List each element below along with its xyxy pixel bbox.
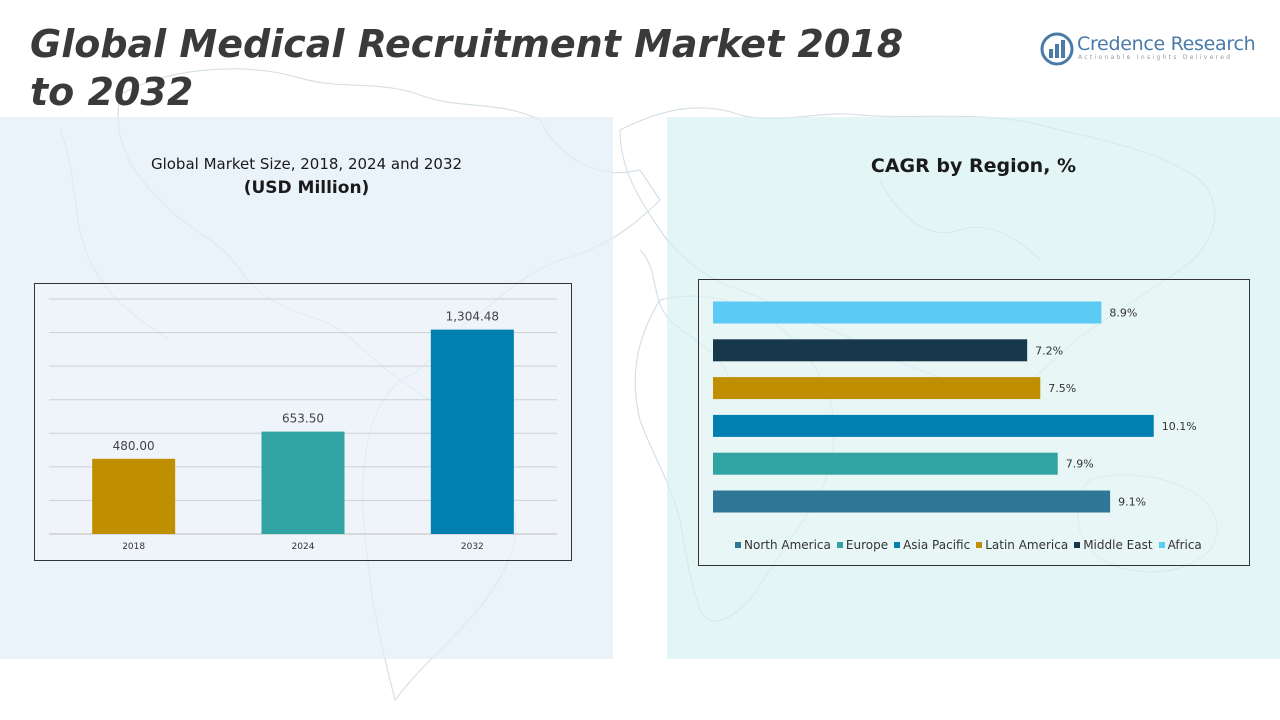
bar-value-label: 1,304.48 [446, 310, 499, 324]
legend-item: Middle East [1074, 538, 1153, 552]
bar-value-label: 480.00 [113, 439, 155, 453]
x-tick-label: 2032 [461, 542, 484, 552]
bar-2018 [92, 458, 176, 534]
market-size-chart: 480.00 2018 653.50 2024 1,304.48 2032 [34, 283, 572, 561]
x-tick-label: 2018 [122, 542, 145, 552]
legend-label: Middle East [1083, 538, 1153, 552]
legend-swatch [836, 542, 843, 548]
legend-item: Latin America [976, 538, 1068, 552]
bar-europe [713, 452, 1058, 475]
legend-label: Latin America [985, 538, 1069, 552]
legend-swatch [976, 542, 983, 548]
bar-value-label: 7.5% [1048, 382, 1076, 395]
cagr-chart-legend: North America Europe Asia Pacific Latin Ame… [735, 538, 1225, 552]
legend-swatch [735, 542, 741, 548]
bar-2024 [261, 431, 345, 534]
legend-label: Asia Pacific [903, 538, 971, 552]
bar-middle-east [713, 339, 1028, 362]
cagr-chart-title: CAGR by Region, % [870, 155, 1077, 177]
page-title: Global Medical Recruitment Market 2018 t… [30, 22, 904, 114]
logo-tagline: Actionable Insights Delivered [1078, 54, 1233, 61]
legend-swatch [1074, 542, 1081, 548]
legend-label: Africa [1167, 538, 1202, 552]
legend-swatch [894, 542, 901, 548]
logo-name: Credence Research [1077, 33, 1256, 55]
cagr-chart: 9.1% 7.9% 10.1% 7.5% 7.2% 8.9% [698, 279, 1250, 566]
legend-item: Asia Pacific [894, 538, 970, 552]
bar-2032 [430, 329, 514, 534]
bar-value-label: 7.2% [1035, 344, 1063, 357]
bar-value-label: 8.9% [1109, 307, 1137, 320]
bar-value-label: 653.50 [282, 412, 324, 426]
market-size-chart-subtitle: (USD Million) [243, 178, 370, 198]
market-size-chart-title: Global Market Size, 2018, 2024 and 2032 [150, 155, 463, 173]
bar-asia-pacific [713, 414, 1154, 437]
x-tick-label: 2024 [292, 542, 315, 552]
market-size-bar-chart-svg: 480.00 2018 653.50 2024 1,304.48 2032 [49, 298, 557, 552]
legend-item: North America [735, 538, 831, 552]
legend-item: Europe [836, 538, 889, 552]
bar-north-america [713, 490, 1111, 513]
legend-label: Europe [845, 538, 889, 552]
bar-value-label: 10.1% [1162, 420, 1197, 433]
brand-logo: Credence Research Actionable Insights De… [1040, 30, 1260, 70]
cagr-bar-chart-svg: 9.1% 7.9% 10.1% 7.5% 7.2% 8.9% [713, 301, 1197, 513]
bar-value-label: 7.9% [1066, 458, 1094, 471]
legend-item: Africa [1158, 538, 1202, 552]
bar-value-label: 9.1% [1118, 496, 1146, 509]
bar-latin-america [713, 377, 1041, 400]
legend-label: North America [744, 538, 831, 552]
legend-swatch [1158, 542, 1165, 548]
bar-africa [713, 301, 1102, 324]
credence-logo-icon [1040, 32, 1074, 66]
